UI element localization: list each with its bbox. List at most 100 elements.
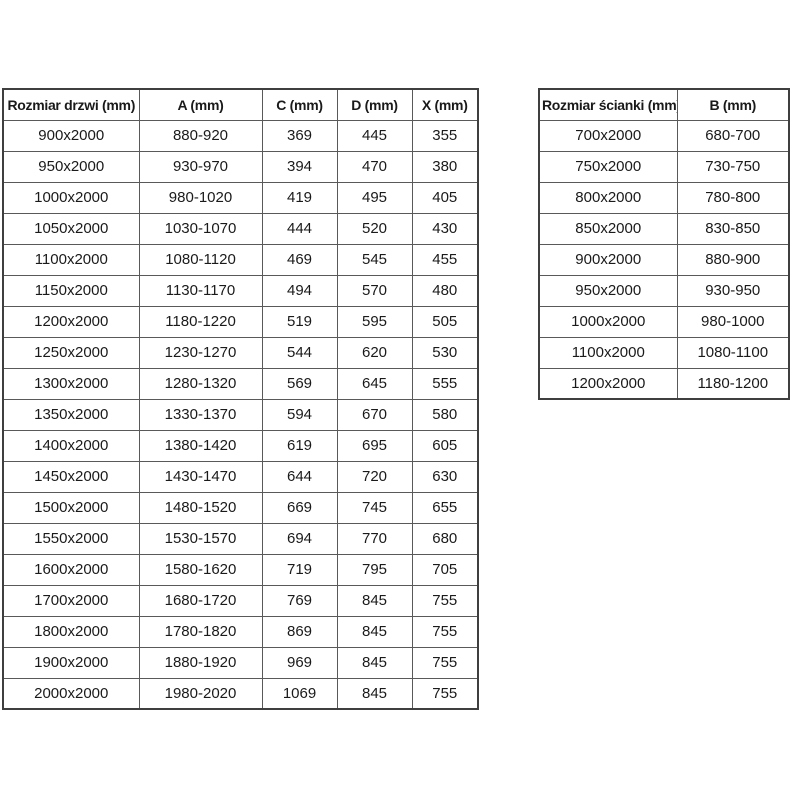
table-cell: 1700x2000 [2,584,140,617]
table-cell: 595 [336,305,413,338]
table-row: 1700x2000 1680-1720 769 845 755 [2,584,479,617]
table-row: 850x2000 830-850 [538,212,790,245]
table-cell: 720 [336,460,413,493]
table-row: 1500x2000 1480-1520 669 745 655 [2,491,479,524]
table-cell: 1530-1570 [138,522,263,555]
table-cell: 969 [261,646,338,679]
table-cell: 605 [411,429,479,462]
table-cell: 619 [261,429,338,462]
table-cell: 1180-1200 [676,367,790,400]
table-cell: 1069 [261,677,338,710]
table-cell: 544 [261,336,338,369]
table-cell: 769 [261,584,338,617]
table-cell: 545 [336,243,413,276]
table-cell: 419 [261,181,338,214]
table-row: 950x2000 930-950 [538,274,790,307]
header-row: Rozmiar ścianki (mm) B (mm) [538,88,790,121]
table-row: 900x2000 880-900 [538,243,790,276]
table-cell: 1480-1520 [138,491,263,524]
table-cell: 845 [336,584,413,617]
table-row: 1150x2000 1130-1170 494 570 480 [2,274,479,307]
table-cell: 1030-1070 [138,212,263,245]
table-cell: 980-1000 [676,305,790,338]
table-cell: 845 [336,615,413,648]
table-cell: 1680-1720 [138,584,263,617]
table-cell: 705 [411,553,479,586]
header-row: Rozmiar drzwi (mm) A (mm) C (mm) D (mm) X (m… [2,88,479,121]
table-cell: 444 [261,212,338,245]
table-cell: 480 [411,274,479,307]
table-cell: 845 [336,646,413,679]
table-cell: 1150x2000 [2,274,140,307]
table-cell: 1550x2000 [2,522,140,555]
table-cell: 519 [261,305,338,338]
table-cell: 580 [411,398,479,431]
table-cell: 469 [261,243,338,276]
table-cell: 1980-2020 [138,677,263,710]
wall-sizes-table-header: Rozmiar ścianki (mm) B (mm) [538,88,790,121]
table-cell: 694 [261,522,338,555]
wall-sizes-table-body: 700x2000 680-700 750x2000 730-750 800x2000 78… [538,119,790,400]
table-cell: 1580-1620 [138,553,263,586]
table-row: 1000x2000 980-1020 419 495 405 [2,181,479,214]
table-cell: 1300x2000 [2,367,140,400]
table-cell: 770 [336,522,413,555]
table-row: 1800x2000 1780-1820 869 845 755 [2,615,479,648]
table-cell: 800x2000 [538,181,678,214]
table-cell: 455 [411,243,479,276]
table-cell: 830-850 [676,212,790,245]
table-row: 1250x2000 1230-1270 544 620 530 [2,336,479,369]
table-cell: 394 [261,150,338,183]
table-cell: 719 [261,553,338,586]
table-cell: 1880-1920 [138,646,263,679]
table-cell: 950x2000 [2,150,140,183]
table-cell: 644 [261,460,338,493]
table-cell: 670 [336,398,413,431]
table-cell: 900x2000 [2,119,140,152]
table-cell: 1900x2000 [2,646,140,679]
table-row: 1300x2000 1280-1320 569 645 555 [2,367,479,400]
table-cell: 1800x2000 [2,615,140,648]
table-cell: 430 [411,212,479,245]
table-cell: 880-920 [138,119,263,152]
table-cell: 680-700 [676,119,790,152]
table-cell: 494 [261,274,338,307]
table-cell: 680 [411,522,479,555]
column-header: B (mm) [676,88,790,121]
wall-sizes-table: Rozmiar ścianki (mm) B (mm) 700x2000 680-7… [538,88,790,400]
table-row: 750x2000 730-750 [538,150,790,183]
table-cell: 869 [261,615,338,648]
table-cell: 1280-1320 [138,367,263,400]
table-cell: 620 [336,336,413,369]
table-row: 800x2000 780-800 [538,181,790,214]
table-row: 1550x2000 1530-1570 694 770 680 [2,522,479,555]
table-cell: 1100x2000 [538,336,678,369]
table-cell: 505 [411,305,479,338]
table-cell: 669 [261,491,338,524]
table-cell: 1330-1370 [138,398,263,431]
table-row: 1350x2000 1330-1370 594 670 580 [2,398,479,431]
table-row: 1600x2000 1580-1620 719 795 705 [2,553,479,586]
table-cell: 880-900 [676,243,790,276]
table-cell: 755 [411,646,479,679]
table-cell: 1350x2000 [2,398,140,431]
table-cell: 555 [411,367,479,400]
column-header: Rozmiar drzwi (mm) [2,88,140,121]
column-header: D (mm) [336,88,413,121]
table-cell: 1080-1100 [676,336,790,369]
table-row: 1100x2000 1080-1100 [538,336,790,369]
table-cell: 750x2000 [538,150,678,183]
table-cell: 655 [411,491,479,524]
column-header: Rozmiar ścianki (mm) [538,88,678,121]
table-cell: 1230-1270 [138,336,263,369]
table-cell: 755 [411,677,479,710]
table-cell: 1500x2000 [2,491,140,524]
table-cell: 495 [336,181,413,214]
table-cell: 1100x2000 [2,243,140,276]
table-cell: 569 [261,367,338,400]
table-cell: 630 [411,460,479,493]
table-cell: 520 [336,212,413,245]
table-cell: 1050x2000 [2,212,140,245]
table-row: 900x2000 880-920 369 445 355 [2,119,479,152]
